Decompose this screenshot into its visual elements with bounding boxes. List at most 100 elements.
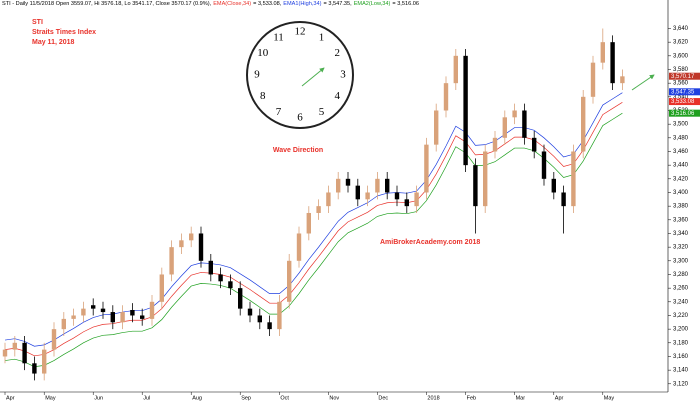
clock-label: 2: [334, 47, 340, 59]
candle-body: [12, 342, 17, 350]
candle-body: [179, 240, 184, 248]
candle-body: [336, 178, 341, 193]
y-tick-label: 3,600: [673, 53, 689, 59]
clock-label: 3: [340, 69, 346, 81]
candle-body: [326, 192, 331, 207]
x-tick-label: Nov: [329, 395, 339, 401]
candle-body: [277, 301, 282, 330]
candle-body: [610, 42, 615, 84]
clock-label: 11: [273, 31, 284, 43]
x-tick-label: Dec: [378, 395, 388, 401]
legend-name: EMA1(High,34): [283, 1, 321, 7]
legend-name: EMA2(Low,34): [354, 1, 391, 7]
y-tick-label: 3,280: [673, 272, 689, 278]
y-tick-label: 3,260: [673, 286, 689, 292]
candle-body: [492, 137, 498, 152]
x-tick-label: Jul: [143, 395, 150, 401]
candle-body: [42, 349, 47, 374]
candle-body: [345, 178, 351, 186]
clock-label: 12: [295, 26, 306, 38]
y-tick-label: 3,220: [673, 313, 689, 319]
candle-body: [100, 308, 106, 313]
price-tag: [669, 88, 700, 96]
candle-body: [355, 185, 360, 200]
x-tick-label: Sep: [241, 395, 251, 401]
x-tick-label: Aug: [192, 395, 202, 401]
candle-body: [424, 144, 429, 193]
candle-body: [365, 192, 370, 200]
y-tick-label: 3,340: [673, 231, 689, 237]
y-tick-label: 3,120: [673, 381, 689, 387]
clock-hand: [301, 67, 325, 87]
candle-body: [32, 363, 37, 374]
y-tick-label: 3,360: [673, 217, 689, 223]
price-tag-label: 3,547.35: [671, 89, 695, 95]
y-tick-label: 3,380: [673, 204, 689, 210]
candle-body: [600, 42, 605, 63]
candle-body: [257, 315, 262, 323]
y-tick-label: 3,320: [673, 245, 689, 251]
y-tick-label: 3,500: [673, 122, 689, 128]
candle-body: [532, 137, 537, 152]
ema-line: [4, 112, 623, 368]
legend-value: = 3,547.35,: [324, 1, 353, 7]
legend-name: EMA(Close,34): [213, 1, 251, 7]
candle-body: [434, 110, 439, 145]
direction-arrow: [631, 74, 655, 91]
clock-label: 7: [276, 106, 282, 118]
candle-body: [590, 62, 596, 97]
y-tick-label: 3,160: [673, 354, 689, 360]
clock-label: 5: [319, 106, 325, 118]
clock-label: 10: [257, 47, 269, 59]
candle-body: [110, 312, 115, 323]
header: STI - Daily 11/5/2018 Open 3559.07, Hi 3…: [2, 1, 419, 7]
candle-body: [620, 76, 625, 84]
y-tick-label: 3,300: [673, 258, 689, 264]
candle-body: [51, 329, 57, 350]
y-tick-label: 3,560: [673, 81, 689, 87]
y-tick-label: 3,240: [673, 299, 689, 305]
candle-body: [169, 247, 174, 275]
legend-value: = 3,516.06: [392, 1, 419, 7]
y-tick-label: 3,640: [673, 26, 689, 32]
candle-body: [443, 83, 449, 111]
y-tick-label: 3,580: [673, 67, 689, 73]
candle-body: [228, 281, 233, 289]
candle-body: [287, 260, 292, 302]
price-tag: [669, 109, 700, 117]
candle-body: [198, 233, 204, 261]
watermark: AmiBrokerAcademy.com 2018: [380, 239, 480, 246]
candle-body: [463, 55, 468, 166]
y-tick-label: 3,180: [673, 340, 689, 346]
x-tick-label: 2018: [427, 395, 439, 401]
header-text: STI - Daily 11/5/2018 Open 3559.07, Hi 3…: [2, 1, 212, 7]
candle-body: [375, 178, 380, 193]
ema-line: [4, 92, 623, 347]
x-tick-label: Mar: [516, 395, 526, 401]
candle-body: [238, 288, 243, 309]
candle-body: [502, 117, 507, 138]
legend-value: = 3,533.08,: [253, 1, 282, 7]
title: STI: [32, 19, 43, 26]
y-tick-label: 3,140: [673, 368, 689, 374]
candle-body: [561, 192, 566, 207]
subtitle: Straits Times Index: [32, 29, 96, 36]
ema-line: [4, 101, 623, 357]
clock-label: 9: [254, 69, 260, 81]
price-tag-label: 3,516.06: [671, 111, 695, 117]
candle-body: [571, 151, 576, 207]
candle-body: [306, 212, 311, 234]
candle-body: [218, 274, 223, 282]
candle-body: [385, 178, 390, 193]
y-tick-label: 3,400: [673, 190, 689, 196]
clock-label: 4: [334, 90, 340, 102]
x-tick-label: May: [45, 395, 56, 401]
candle-body: [71, 315, 76, 319]
candle-body: [541, 151, 547, 179]
candle-body: [149, 301, 155, 319]
y-tick-label: 3,420: [673, 176, 689, 182]
price-tag: [669, 98, 700, 106]
candle-body: [473, 165, 478, 207]
candle-body: [22, 342, 27, 364]
